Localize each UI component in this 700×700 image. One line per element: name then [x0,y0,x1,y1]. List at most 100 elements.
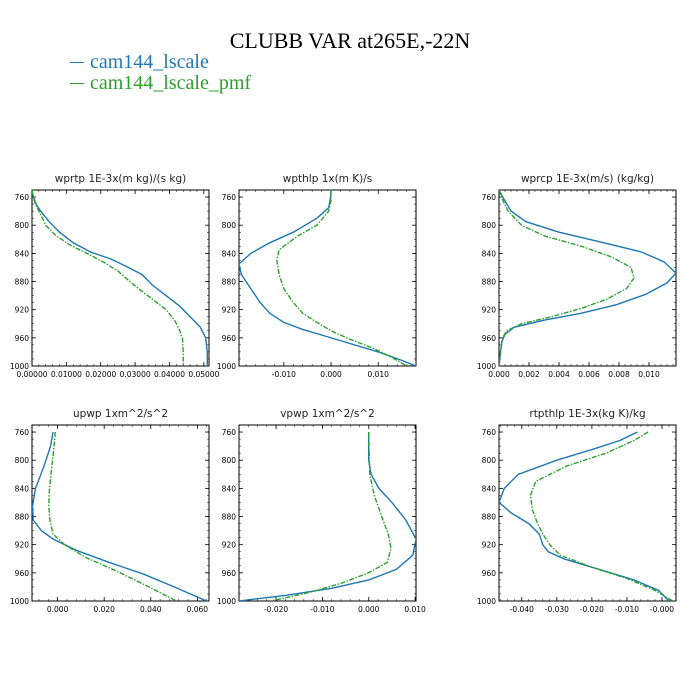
legend-item-lscale-pmf: cam144_lscale_pmf [70,72,252,94]
panel-1: wprtp 1E-3x(m kg)/(s kg) 760 800 840 880 920 9… [10,173,220,379]
y-tick-label: 840 [482,249,497,258]
series-line-lscale-pmf [271,431,392,601]
y-tick-label: 960 [15,334,30,343]
figure-title: CLUBB VAR at265E,-22N [229,28,471,53]
x-tick-label: 0.002 [518,370,540,379]
series-line-lscale [32,431,207,601]
series-line-lscale [499,190,676,366]
series-line-lscale [32,190,209,366]
y-tick-label: 880 [15,513,30,522]
y-tick-label: 920 [15,541,30,550]
series-line-lscale [239,190,416,366]
panel-6: rtpthlp 1E-3x(kg K)/kg 760 800 840 880 920 960… [477,408,677,614]
y-tick-label: 840 [222,249,237,258]
legend-label-lscale-pmf: cam144_lscale_pmf [90,72,252,94]
y-tick-label: 880 [222,513,237,522]
x-tick-label: 0.00000 [16,370,47,379]
x-tick-label: -0.020 [580,605,604,614]
x-tick-label: 0.02000 [85,370,116,379]
y-tick-label: 920 [222,541,237,550]
x-tick-label: 0.060 [187,605,209,614]
panel-frame [238,424,417,602]
panel-frame [238,189,417,367]
x-tick-label: 0.04000 [154,370,185,379]
x-tick-label: 0.010 [404,605,426,614]
y-tick-label: 840 [15,484,30,493]
legend-label-lscale: cam144_lscale [90,51,209,73]
y-tick-label: 960 [222,569,237,578]
y-tick-label: 800 [222,456,237,465]
x-tick-label: 0.006 [578,370,600,379]
y-tick-label: 840 [222,484,237,493]
x-tick-label: 0.010 [367,370,389,379]
x-tick-label: -0.040 [510,605,534,614]
y-tick-label: 800 [222,221,237,230]
y-tick-label: 760 [482,193,497,202]
legend-swatch-lscale-pmf [70,83,84,84]
x-tick-label: 0.01000 [51,370,82,379]
y-tick-label: 1000 [10,362,29,371]
series-line-lscale [499,431,670,601]
y-tick-label: 760 [15,428,30,437]
y-tick-label: 920 [482,306,497,315]
series-line-lscale-pmf [276,190,407,366]
y-tick-label: 760 [222,193,237,202]
series-line-lscale-pmf [32,190,184,366]
y-tick-label: 960 [482,569,497,578]
panel-frame [498,424,677,602]
y-tick-label: 760 [222,428,237,437]
x-tick-label: 0.05000 [188,370,219,379]
legend: cam144_lscale cam144_lscale_pmf [70,51,252,94]
x-tick-label: -0.010 [310,605,334,614]
y-tick-label: 800 [15,221,30,230]
panel-frame [31,424,210,602]
y-tick-label: 960 [482,334,497,343]
panel-title: rtpthlp 1E-3x(kg K)/kg [529,408,645,420]
series-line-lscale [239,432,416,601]
x-tick-label: 0.004 [548,370,570,379]
y-tick-label: 1000 [217,362,236,371]
panel-frame [498,189,677,367]
x-tick-label: 0.040 [140,605,162,614]
x-tick-label: -0.000 [650,605,674,614]
x-tick-label: -0.020 [264,605,288,614]
y-tick-label: 1000 [477,362,496,371]
y-tick-label: 920 [222,306,237,315]
y-tick-label: 960 [222,334,237,343]
y-tick-label: 800 [482,456,497,465]
series-line-lscale-pmf [529,431,673,601]
x-tick-label: 0.010 [638,370,660,379]
y-tick-label: 880 [482,278,497,287]
y-tick-label: 840 [15,249,30,258]
x-tick-label: 0.000 [488,370,510,379]
y-tick-label: 1000 [477,597,496,606]
panel-title: wpthlp 1x(m K)/s [283,173,373,185]
y-tick-label: 880 [222,278,237,287]
panel-4: upwp 1xm^2/s^2 760 800 840 880 920 960 1000 0.00… [10,408,210,614]
legend-item-lscale: cam144_lscale [70,51,251,73]
x-tick-label: 0.03000 [120,370,151,379]
panel-title: upwp 1xm^2/s^2 [73,408,168,420]
x-tick-label: -0.030 [545,605,569,614]
y-tick-label: 880 [15,278,30,287]
y-tick-label: 920 [15,306,30,315]
y-tick-label: 800 [15,456,30,465]
panel-frame [31,189,210,367]
series-line-lscale-pmf [48,431,177,601]
panel-title: wprtp 1E-3x(m kg)/(s kg) [55,173,186,185]
x-tick-label: -0.010 [615,605,639,614]
panel-5: vpwp 1xm^2/s^2 760 800 840 880 920 960 1000 -0.0… [217,408,426,614]
x-tick-label: 0.000 [320,370,342,379]
legend-swatch-lscale [70,62,84,63]
y-tick-label: 840 [482,484,497,493]
x-tick-label: 0.000 [47,605,69,614]
x-tick-label: -0.010 [272,370,296,379]
y-tick-label: 920 [482,541,497,550]
y-tick-label: 880 [482,513,497,522]
series-line-lscale-pmf [499,190,635,366]
y-tick-label: 1000 [10,597,29,606]
y-tick-label: 800 [482,221,497,230]
y-tick-label: 1000 [217,597,236,606]
panel-title: vpwp 1xm^2/s^2 [280,408,375,420]
